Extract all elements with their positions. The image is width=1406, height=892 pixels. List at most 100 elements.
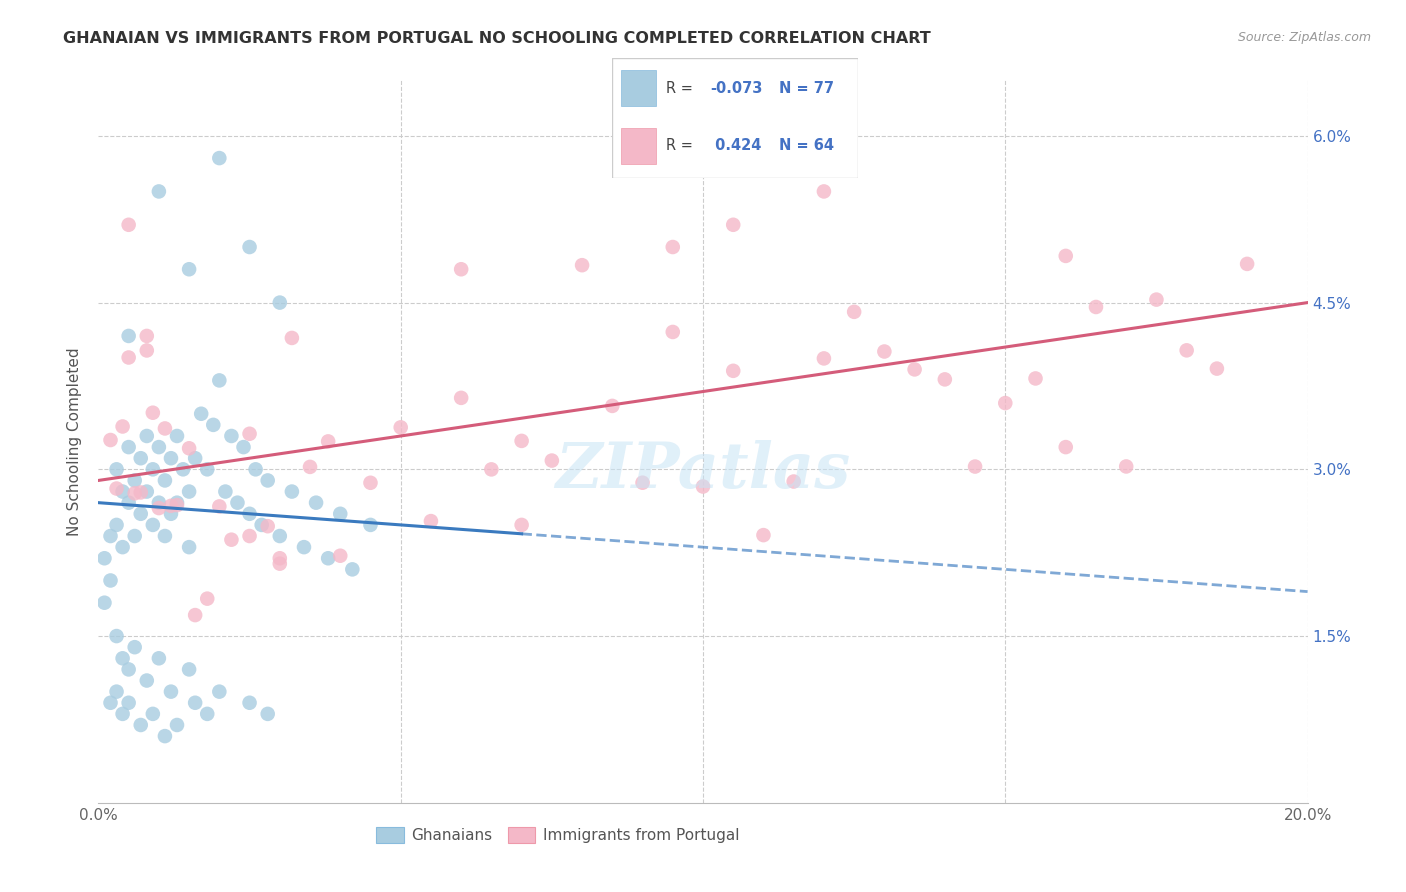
Point [148, 651, 170, 665]
Point [160, 507, 183, 521]
Point [208, 373, 231, 387]
Point [661, 240, 683, 254]
Point [129, 485, 152, 500]
Point [118, 440, 141, 454]
Point [540, 453, 562, 467]
Point [269, 295, 291, 310]
Point [342, 562, 364, 576]
Point [118, 662, 141, 676]
Text: N = 77: N = 77 [779, 80, 834, 95]
Point [111, 540, 134, 554]
Point [226, 496, 249, 510]
Point [135, 343, 157, 358]
Point [142, 462, 165, 476]
Point [118, 351, 141, 365]
Point [184, 451, 207, 466]
Point [723, 218, 745, 232]
Point [208, 151, 231, 165]
Point [118, 696, 141, 710]
Point [602, 399, 624, 413]
Point [184, 696, 207, 710]
Point [153, 529, 176, 543]
Text: ZIPatlas: ZIPatlas [555, 440, 851, 501]
Point [184, 608, 207, 623]
Point [135, 329, 157, 343]
Point [329, 507, 352, 521]
Point [316, 434, 339, 449]
Point [994, 396, 1017, 410]
Point [179, 484, 201, 499]
Point [292, 540, 315, 554]
Point [510, 434, 533, 448]
Point [844, 305, 866, 319]
Point [93, 596, 115, 610]
Point [510, 517, 533, 532]
Point [239, 507, 262, 521]
Point [118, 218, 141, 232]
Point [1085, 300, 1108, 314]
FancyBboxPatch shape [621, 128, 655, 164]
Text: GHANAIAN VS IMMIGRANTS FROM PORTUGAL NO SCHOOLING COMPLETED CORRELATION CHART: GHANAIAN VS IMMIGRANTS FROM PORTUGAL NO … [63, 31, 931, 46]
Point [221, 533, 243, 547]
Point [93, 551, 115, 566]
Point [281, 331, 304, 345]
Point [195, 591, 218, 606]
Text: R =: R = [666, 80, 697, 95]
Point [281, 484, 304, 499]
Point [148, 440, 170, 454]
Point [299, 459, 322, 474]
Point [239, 529, 262, 543]
Point [232, 440, 254, 454]
Point [166, 496, 188, 510]
Point [269, 529, 291, 543]
Point [245, 462, 267, 476]
Point [202, 417, 225, 432]
Point [179, 442, 201, 456]
Point [269, 557, 291, 571]
Point [124, 640, 146, 655]
Point [329, 549, 352, 563]
Text: -0.073: -0.073 [710, 80, 762, 95]
Point [420, 514, 443, 528]
Point [172, 462, 194, 476]
Point [783, 475, 806, 489]
Point [1236, 257, 1258, 271]
Point [316, 551, 339, 566]
Point [100, 529, 122, 543]
Point [105, 629, 128, 643]
Point [450, 391, 472, 405]
Point [1024, 371, 1046, 385]
Point [124, 486, 146, 500]
FancyBboxPatch shape [612, 58, 858, 178]
Point [100, 696, 122, 710]
Point [135, 673, 157, 688]
Point [135, 484, 157, 499]
Point [208, 684, 231, 698]
Point [239, 240, 262, 254]
Point [160, 451, 183, 466]
Point [1144, 293, 1167, 307]
Point [100, 574, 122, 588]
Point [166, 429, 188, 443]
Point [105, 517, 128, 532]
Point [142, 406, 165, 420]
Point [965, 459, 987, 474]
Point [118, 329, 141, 343]
Point [105, 482, 128, 496]
Point [100, 433, 122, 447]
Point [450, 262, 472, 277]
Point [904, 362, 927, 376]
Point [160, 684, 183, 698]
Text: R =: R = [666, 138, 697, 153]
Point [148, 185, 170, 199]
Point [305, 496, 328, 510]
Point [135, 429, 157, 443]
Point [389, 420, 412, 434]
Point [142, 517, 165, 532]
Point [661, 325, 683, 339]
Point [124, 474, 146, 488]
Point [481, 462, 503, 476]
Point [153, 421, 176, 435]
Text: N = 64: N = 64 [779, 138, 834, 153]
Point [239, 426, 262, 441]
